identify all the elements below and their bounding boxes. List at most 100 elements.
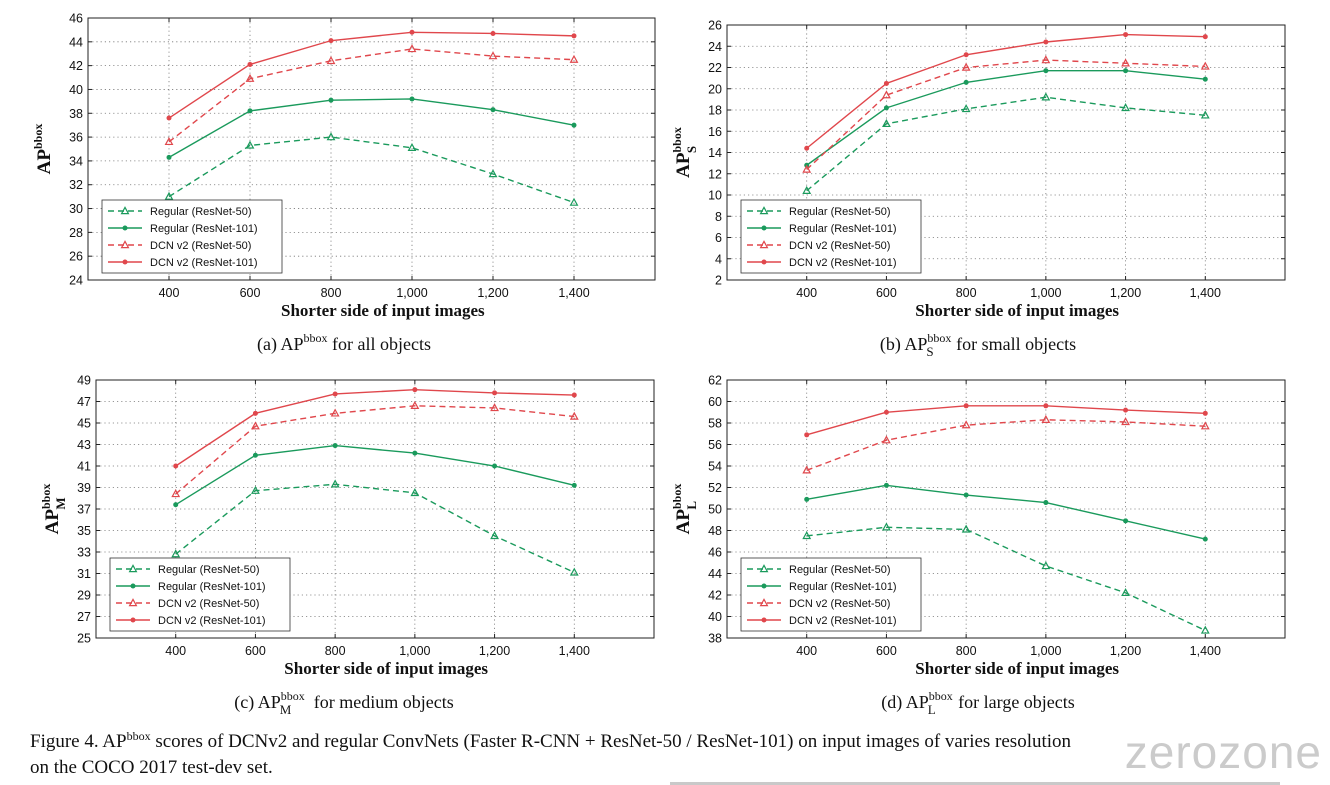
data-point <box>490 30 496 36</box>
data-point <box>571 392 577 398</box>
y-tick-label: 32 <box>69 178 83 192</box>
y-tick-label: 43 <box>77 438 91 452</box>
y-tick-label: 6 <box>715 231 722 245</box>
y-tick-label: 10 <box>708 189 722 203</box>
y-tick-label: 42 <box>69 59 83 73</box>
y-tick-label: 39 <box>77 481 91 495</box>
x-tick-label: 1,200 <box>1110 286 1141 300</box>
data-point <box>1202 76 1208 82</box>
data-point <box>412 450 418 456</box>
panel-caption: (b) APbbox S for small objects <box>880 331 1076 359</box>
data-point <box>1202 34 1208 40</box>
y-tick-label: 62 <box>708 374 722 388</box>
data-point <box>571 482 577 488</box>
legend-marker <box>122 225 128 231</box>
data-point <box>251 485 260 494</box>
legend-box <box>740 199 922 274</box>
data-point <box>804 496 810 502</box>
data-point <box>245 140 255 149</box>
legend-label: Regular (ResNet-50) <box>158 564 259 576</box>
y-tick-label: 44 <box>708 567 722 581</box>
data-point <box>883 482 889 488</box>
series-line-2 <box>175 444 575 506</box>
legend-label: DCN v2 (ResNet-50) <box>789 240 890 252</box>
series-line-4 <box>806 33 1206 149</box>
legend-box <box>101 199 283 274</box>
legend-marker <box>761 583 767 589</box>
y-tick-label: 33 <box>77 546 91 560</box>
legend-label: DCN v2 (ResNet-101) <box>150 257 258 269</box>
chart-panel-2: 400 600 800 1,000 1,200 1,4002468101214161820… <box>670 19 1286 359</box>
y-tick-label: 12 <box>708 167 722 181</box>
legend-label: DCN v2 (ResNet-101) <box>789 257 897 269</box>
series-line-4 <box>806 405 1206 436</box>
data-point <box>1043 68 1049 74</box>
legend-marker <box>130 583 136 589</box>
data-point <box>961 524 971 533</box>
x-tick-label: 1,400 <box>559 644 590 658</box>
y-tick-label: 46 <box>708 546 722 560</box>
caption-text-line1: scores of DCNv2 and regular ConvNets (Fa… <box>150 731 1072 752</box>
y-axis-label: APbboxS <box>670 127 699 178</box>
y-tick-label: 37 <box>77 503 91 517</box>
y-tick-label: 60 <box>708 395 722 409</box>
data-point <box>490 107 496 113</box>
y-tick-label: 56 <box>708 438 722 452</box>
data-point <box>569 197 579 206</box>
data-point <box>332 391 338 397</box>
legend-label: Regular (ResNet-50) <box>789 206 890 218</box>
data-point <box>247 108 253 114</box>
data-point <box>569 567 579 576</box>
data-point <box>1121 103 1130 112</box>
series-line-3 <box>806 59 1206 171</box>
y-tick-label: 35 <box>77 524 91 538</box>
data-point <box>961 420 971 429</box>
x-tick-label: 1,400 <box>1190 286 1221 300</box>
data-point <box>1202 410 1208 416</box>
data-point <box>882 435 891 444</box>
legend-label: DCN v2 (ResNet-101) <box>158 615 266 627</box>
x-tick-label: 600 <box>876 286 897 300</box>
data-point <box>883 105 889 111</box>
data-point <box>326 132 336 141</box>
data-point <box>407 142 417 152</box>
y-tick-label: 28 <box>69 226 83 240</box>
y-tick-label: 54 <box>708 460 722 474</box>
legend-label: Regular (ResNet-50) <box>150 206 251 218</box>
data-point <box>1123 68 1129 74</box>
data-point <box>412 387 418 393</box>
series-line-3 <box>175 405 575 495</box>
data-point <box>407 44 417 53</box>
y-tick-label: 18 <box>708 104 722 118</box>
legend-marker <box>759 206 769 215</box>
series-line-1 <box>175 483 575 574</box>
x-tick-label: 400 <box>796 286 817 300</box>
legend-label: DCN v2 (ResNet-50) <box>150 240 251 252</box>
series-line-1 <box>806 526 1206 632</box>
legend-label: Regular (ResNet-101) <box>158 581 266 593</box>
y-tick-label: 46 <box>69 12 83 26</box>
data-point <box>171 549 181 558</box>
legend-marker <box>128 564 138 573</box>
y-tick-label: 38 <box>708 632 722 646</box>
y-tick-label: 26 <box>708 19 722 33</box>
data-point <box>173 502 179 508</box>
y-tick-label: 2 <box>715 274 722 288</box>
data-point <box>804 145 810 151</box>
x-tick-label: 1,000 <box>396 286 427 300</box>
y-tick-label: 41 <box>77 460 91 474</box>
legend-marker <box>761 225 767 231</box>
x-tick-label: 600 <box>876 644 897 658</box>
legend-marker <box>120 206 130 215</box>
x-tick-label: 1,200 <box>477 286 508 300</box>
x-tick-label: 800 <box>321 286 342 300</box>
data-point <box>804 432 810 438</box>
data-point <box>1200 61 1210 70</box>
data-point <box>1043 39 1049 45</box>
x-tick-label: 600 <box>245 644 266 658</box>
data-point <box>963 403 969 409</box>
data-point <box>492 390 498 396</box>
x-tick-label: 800 <box>325 644 346 658</box>
legend-box <box>740 557 922 632</box>
y-tick-label: 40 <box>708 610 722 624</box>
